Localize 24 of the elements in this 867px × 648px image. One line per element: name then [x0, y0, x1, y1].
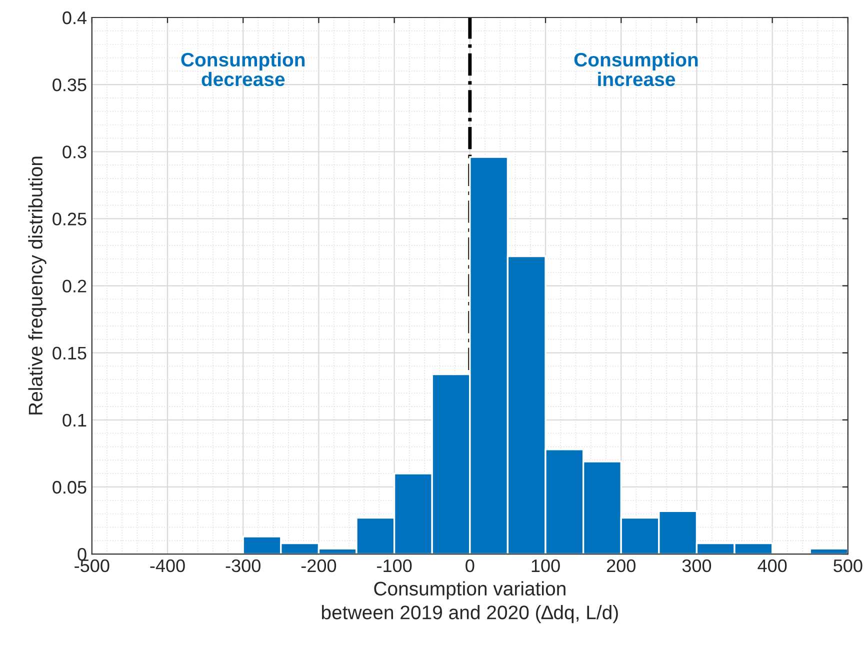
y-tick-label: 0.3	[62, 146, 86, 158]
y-axis-title: Relative frequency distribution	[28, 156, 46, 414]
x-tick-label: -100	[377, 559, 412, 572]
x-tick-label: 200	[606, 559, 636, 572]
y-tick-label: 0	[78, 548, 86, 561]
annotation: Consumption increase	[574, 52, 698, 86]
y-tick-label: 0.4	[62, 11, 87, 24]
x-tick-label: 100	[532, 559, 560, 572]
y-tick-label: 0.15	[52, 346, 86, 360]
x-tick-label: -200	[301, 559, 336, 572]
x-tick-label: 500	[834, 559, 862, 572]
x-axis-title: Consumption variation between 2019 and 2020 (∆dq, L/d)	[322, 581, 618, 624]
y-tick-label: 0.2	[62, 280, 86, 292]
y-tick-label: 0.25	[52, 212, 86, 226]
x-tick-label: 300	[682, 559, 712, 572]
x-tick-label: 400	[758, 559, 787, 572]
x-tick-label: -300	[226, 559, 260, 572]
y-tick-label: 0.05	[52, 480, 86, 494]
y-tick-label: 0.35	[52, 78, 86, 92]
x-tick-label: 0	[466, 559, 474, 572]
x-tick-label: -400	[150, 559, 185, 572]
annotation: Consumption decrease	[181, 52, 305, 86]
y-tick-label: 0.1	[62, 414, 86, 427]
x-tick-label: -500	[74, 559, 110, 572]
